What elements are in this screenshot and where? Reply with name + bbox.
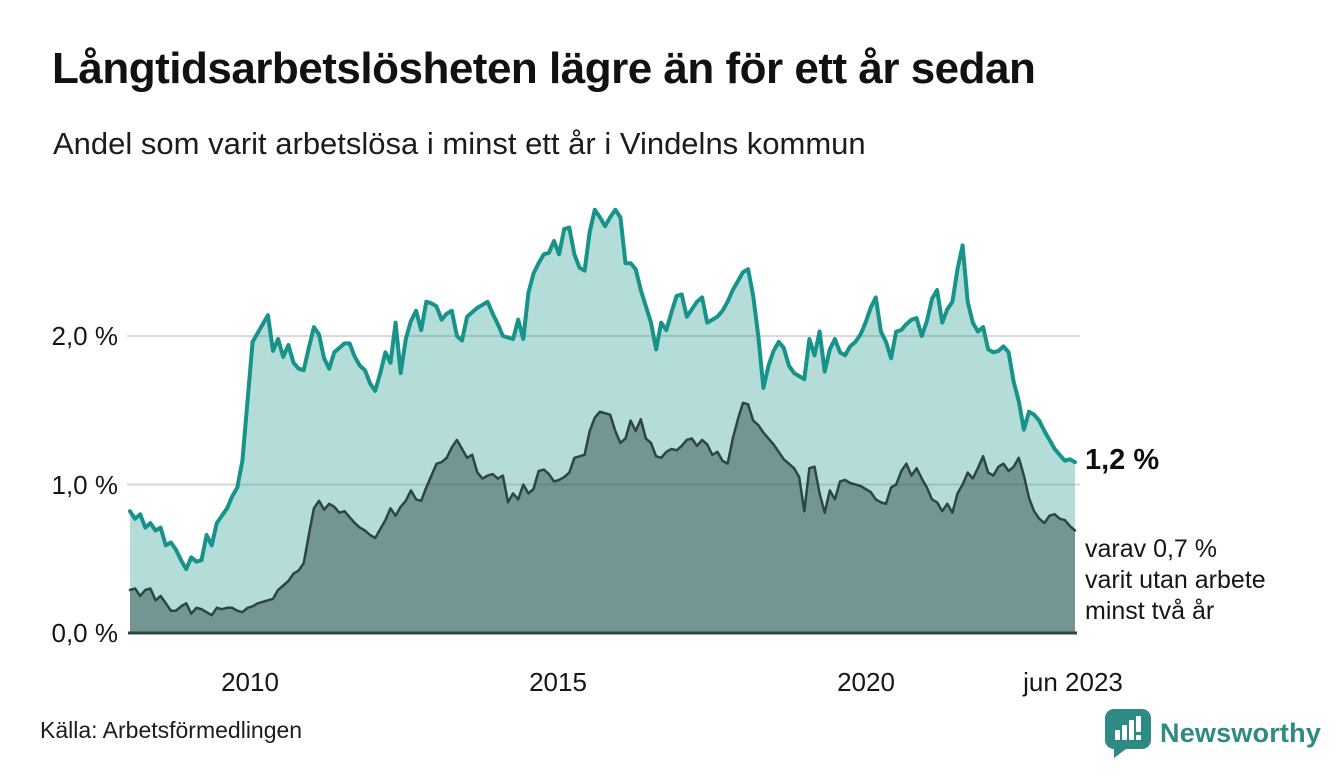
secondary-annotation-line-3: minst två år <box>1085 597 1215 625</box>
x-tick-2020: 2020 <box>837 667 895 697</box>
line-at-least-2yr <box>128 401 1077 617</box>
newsworthy-logo[interactable]: Newsworthy <box>1104 708 1321 758</box>
endpoint-value-label: 1,2 % <box>1085 444 1160 476</box>
y-tick-0: 0,0 % <box>51 618 119 648</box>
source-note: Källa: Arbetsförmedlingen <box>40 717 303 743</box>
line-at-least-1yr <box>128 207 1077 572</box>
x-tick-jun-2023: jun 2023 <box>1023 667 1123 697</box>
secondary-annotation-line-2: varit utan arbete <box>1085 566 1266 594</box>
area-at-least-1yr <box>130 209 1075 634</box>
area-at-least-2yr <box>130 402 1075 633</box>
page-subtitle: Andel som varit arbetslösa i minst ett å… <box>53 126 866 161</box>
secondary-annotation-line-1: varav 0,7 % <box>1085 535 1218 563</box>
newsworthy-wordmark: Newsworthy <box>1160 717 1322 748</box>
x-tick-2015: 2015 <box>529 667 587 697</box>
newsworthy-bubble-chart-icon <box>1104 708 1152 758</box>
page-title: Långtidsarbetslösheten lägre än för ett … <box>52 44 1036 93</box>
y-tick-1: 1,0 % <box>51 470 119 500</box>
secondary-annotation: varav 0,7 % varit utan arbete minst två … <box>1085 534 1266 627</box>
x-tick-2010: 2010 <box>221 667 279 697</box>
y-tick-2: 2,0 % <box>51 321 119 351</box>
